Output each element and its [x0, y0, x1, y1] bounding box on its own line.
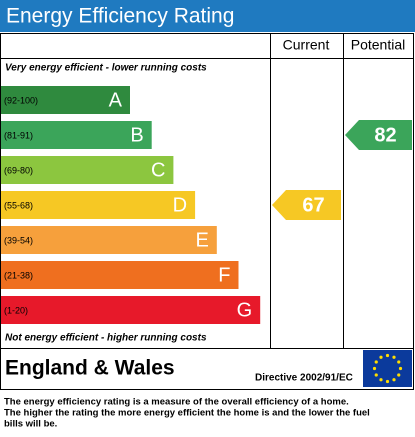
star	[372, 366, 377, 371]
eu-stars	[372, 353, 403, 384]
band-letter: F	[218, 264, 230, 286]
title-bar	[0, 0, 415, 32]
band-bar	[1, 86, 130, 114]
band-letter: E	[195, 229, 208, 251]
top-note: Very energy efficient - lower running co…	[5, 63, 207, 74]
footer-line: The energy efficiency rating is a measur…	[4, 397, 349, 408]
star	[374, 373, 378, 377]
band-range: (92-100)	[4, 95, 38, 105]
star	[374, 360, 378, 364]
band-range: (39-54)	[4, 235, 33, 245]
band-bar	[1, 226, 217, 254]
band-bar	[1, 156, 174, 184]
star	[397, 360, 401, 364]
band-bar	[1, 296, 261, 324]
rating-value: 67	[302, 194, 324, 216]
band-letter: C	[151, 159, 165, 181]
title: Energy Efficiency Rating	[6, 5, 234, 28]
rating-arrow	[345, 120, 412, 150]
band-bar	[1, 191, 196, 219]
star	[392, 355, 396, 359]
bottom-note: Not energy efficient - higher running co…	[5, 333, 207, 344]
footer-line: bills will be.	[4, 419, 57, 430]
column-header: Current	[283, 37, 330, 53]
footer-line: The higher the rating the more energy ef…	[4, 408, 370, 419]
band-bar	[1, 121, 152, 149]
band-range: (81-91)	[4, 130, 33, 140]
band-letter: G	[237, 299, 253, 321]
column-header: Potential	[351, 37, 405, 53]
band-range: (1-20)	[4, 305, 28, 315]
star	[385, 353, 390, 358]
star	[379, 378, 383, 382]
rating-value: 82	[374, 124, 396, 146]
band-range: (69-80)	[4, 165, 33, 175]
band-bar	[1, 261, 239, 289]
rating-arrow	[272, 190, 341, 220]
band-letter: A	[109, 89, 123, 111]
star	[392, 378, 396, 382]
directive: Directive 2002/91/EC	[255, 373, 353, 384]
star	[398, 366, 403, 371]
star	[379, 355, 383, 359]
frame	[0, 33, 414, 390]
band-range: (55-68)	[4, 200, 33, 210]
band-letter: B	[130, 124, 143, 146]
country: England & Wales	[5, 357, 175, 380]
band-letter: D	[173, 194, 187, 216]
star	[397, 373, 401, 377]
star	[385, 379, 390, 384]
band-range: (21-38)	[4, 270, 33, 280]
